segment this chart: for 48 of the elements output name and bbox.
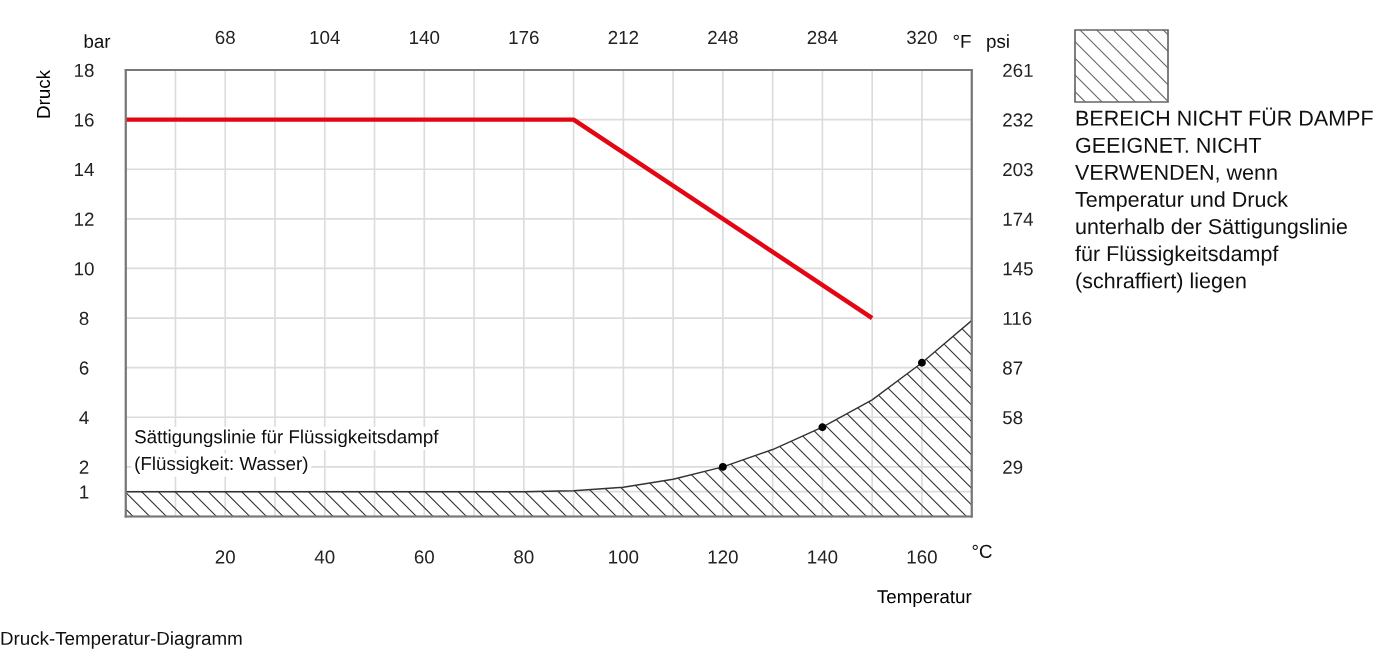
x-tick-label: 80 xyxy=(514,550,534,564)
y-tick-label: 2 xyxy=(79,460,89,474)
x-tick-label: 140 xyxy=(808,550,838,564)
y2-tick-label: 203 xyxy=(1003,162,1033,177)
text: Druck-Temperatur-Diagramm xyxy=(1,631,242,649)
annotation: Sättigungslinie für Flüssigkeitsdampf xyxy=(135,429,439,448)
y-axis-title: Druck xyxy=(36,69,51,118)
x2-tick-label: 176 xyxy=(509,30,539,45)
point xyxy=(818,423,827,432)
y2-tick-label: 261 xyxy=(1003,63,1033,77)
y-tick-label: 18 xyxy=(75,63,94,77)
point xyxy=(718,462,727,471)
text: psi xyxy=(987,34,1009,52)
y2-tick-label: 232 xyxy=(1003,113,1033,127)
x2-tick-label: 284 xyxy=(807,30,838,45)
y-tick-label: 6 xyxy=(79,361,89,375)
x2-tick-label: 320 xyxy=(907,30,937,45)
y-tick-label: 1 xyxy=(80,485,89,499)
y2-tick-label: 87 xyxy=(1003,361,1023,375)
text: BEREICH NICHT FÜR DAMPF GEEIGNET. NICHT VERWENDEN, wenn Temperatur und Druck unterhalb der Sättigungslinie für Flüssigkeitsdampf (schraffiert) liegen xyxy=(1075,107,1373,293)
y-tick-label: 10 xyxy=(75,262,94,276)
y-tick-label: 14 xyxy=(75,163,94,177)
y-tick-label: 4 xyxy=(79,411,89,425)
x2-tick-label: 68 xyxy=(215,30,235,45)
x-tick-label: 20 xyxy=(215,550,235,564)
text: bar xyxy=(84,34,111,49)
x-tick-label: 40 xyxy=(314,550,335,564)
text: °C xyxy=(972,544,992,559)
y2-tick-label: 58 xyxy=(1003,410,1023,425)
y-tick-label: 8 xyxy=(79,311,89,326)
x2-tick-label: 248 xyxy=(708,30,738,45)
x-tick-label: 160 xyxy=(907,550,937,564)
x2-tick-label: 104 xyxy=(310,30,340,45)
y2-tick-label: 145 xyxy=(1003,262,1033,276)
y-tick-label: 12 xyxy=(75,212,94,226)
y-tick-label: 16 xyxy=(75,113,94,127)
x-tick-label: 120 xyxy=(708,550,738,564)
point xyxy=(917,358,926,367)
y2-tick-label: 29 xyxy=(1003,460,1023,474)
x2-tick-label: 140 xyxy=(410,30,440,45)
y2-tick-label: 174 xyxy=(1003,212,1033,226)
x-axis-title: Temperatur xyxy=(877,590,972,608)
x2-tick-label: 212 xyxy=(608,30,639,44)
x-tick-label: 100 xyxy=(609,550,639,564)
annotation: (Flüssigkeit: Wasser) xyxy=(135,456,308,474)
x-tick-label: 60 xyxy=(414,550,434,564)
text: °F xyxy=(953,34,971,48)
y2-tick-label: 116 xyxy=(1003,311,1032,326)
